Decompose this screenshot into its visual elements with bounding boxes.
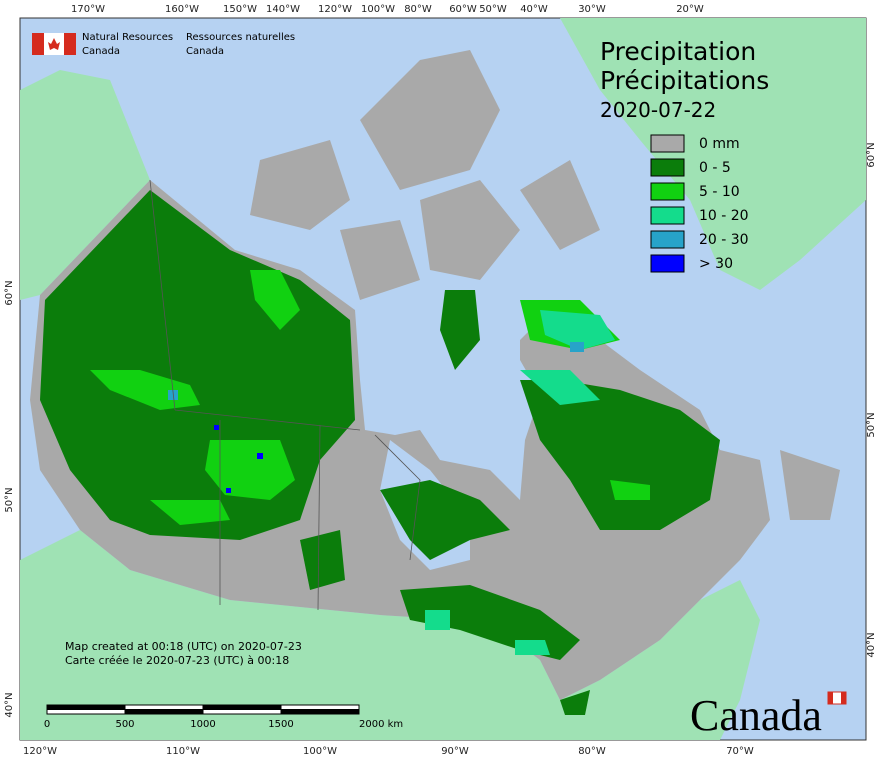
legend-swatch xyxy=(650,206,685,225)
longitude-label: 120°W xyxy=(318,4,352,15)
longitude-label: 140°W xyxy=(266,4,300,15)
precip-area xyxy=(610,480,650,500)
precip-area xyxy=(440,290,480,370)
precip-area xyxy=(540,310,615,350)
precip-area xyxy=(214,425,219,430)
longitude-label: 30°W xyxy=(578,4,606,15)
latitude-label: 40°N xyxy=(4,692,15,717)
longitude-label: 70°W xyxy=(726,746,754,757)
scale-label: 500 xyxy=(115,719,134,730)
legend-swatch xyxy=(650,134,685,153)
wordmark-text: Canada xyxy=(690,691,822,740)
longitude-label: 120°W xyxy=(23,746,57,757)
longitude-label: 40°W xyxy=(520,4,548,15)
legend-label: 0 - 5 xyxy=(699,160,731,176)
longitude-label: 80°W xyxy=(404,4,432,15)
legend-swatch xyxy=(650,182,685,201)
precip-area xyxy=(425,610,450,630)
longitude-label: 160°W xyxy=(165,4,199,15)
greenland xyxy=(560,18,866,290)
borders xyxy=(149,179,421,611)
arctic-islands xyxy=(250,50,840,520)
longitude-label: 20°W xyxy=(676,4,704,15)
legend-swatch xyxy=(650,254,685,273)
latitude-label: 60°N xyxy=(4,280,15,305)
longitude-label: 150°W xyxy=(223,4,257,15)
org-fr: Canada xyxy=(186,46,224,57)
scale-label: 1000 xyxy=(190,719,215,730)
precip-area xyxy=(250,270,300,330)
title-fr: Précipitations xyxy=(600,66,769,95)
longitude-label: 80°W xyxy=(578,746,606,757)
legend-label: 20 - 30 xyxy=(699,232,749,248)
latitude-label: 60°N xyxy=(866,142,877,167)
usa xyxy=(20,530,760,740)
longitude-label: 50°W xyxy=(479,4,507,15)
longitude-label: 110°W xyxy=(166,746,200,757)
precip-area xyxy=(515,640,550,655)
precip-area xyxy=(226,488,231,493)
longitude-label: 100°W xyxy=(361,4,395,15)
scale-label: 2000 km xyxy=(359,719,403,730)
precip-area xyxy=(520,370,600,405)
legend-label: 5 - 10 xyxy=(699,184,740,200)
note: Map created at 00:18 (UTC) on 2020-07-23 xyxy=(65,640,302,653)
scale-label: 0 xyxy=(44,719,50,730)
precip-area xyxy=(560,690,590,715)
legend-label: 0 mm xyxy=(699,136,740,152)
precip-area xyxy=(257,453,263,459)
alaska xyxy=(20,70,150,300)
scale-label: 1500 xyxy=(268,719,293,730)
nrcan-logo xyxy=(32,33,76,55)
precip-area xyxy=(150,500,230,525)
legend-label: 10 - 20 xyxy=(699,208,749,224)
precip-area xyxy=(520,380,720,530)
longitude-label: 60°W xyxy=(449,4,477,15)
longitude-label: 100°W xyxy=(303,746,337,757)
org-en: Canada xyxy=(82,46,120,57)
legend-swatch xyxy=(650,158,685,177)
scale-bar xyxy=(46,704,360,715)
org-en: Natural Resources xyxy=(82,32,173,43)
title-date: 2020-07-22 xyxy=(600,98,716,122)
note: Carte créée le 2020-07-23 (UTC) à 00:18 xyxy=(65,654,289,667)
precip-area xyxy=(300,530,345,590)
org-fr: Ressources naturelles xyxy=(186,32,295,43)
legend-swatch xyxy=(650,230,685,249)
latitude-label: 50°N xyxy=(866,412,877,437)
longitude-label: 170°W xyxy=(71,4,105,15)
precip-area xyxy=(570,342,584,352)
latitude-label: 40°N xyxy=(866,632,877,657)
precip-area xyxy=(205,440,295,500)
legend-label: > 30 xyxy=(699,256,733,272)
latitude-label: 50°N xyxy=(4,487,15,512)
longitude-label: 90°W xyxy=(441,746,469,757)
title-en: Precipitation xyxy=(600,37,756,66)
wordmark xyxy=(827,691,847,705)
